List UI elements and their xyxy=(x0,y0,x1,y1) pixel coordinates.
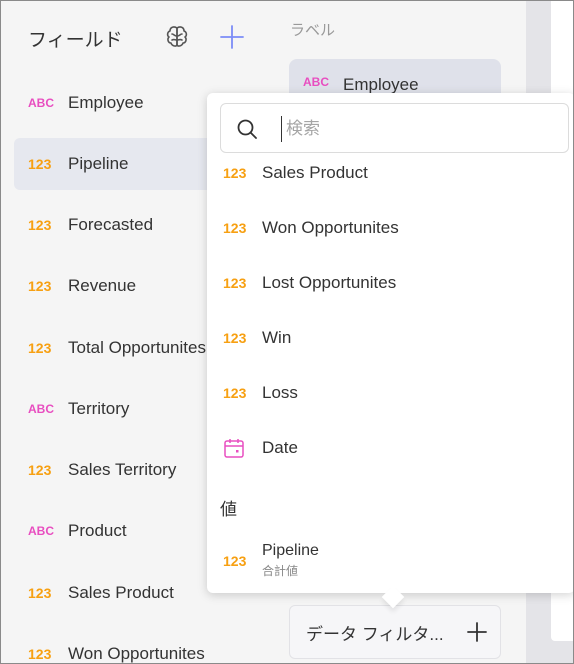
labels-title: ラベル xyxy=(290,19,335,40)
calendar-icon xyxy=(223,437,245,459)
text-type-badge: ABC xyxy=(14,96,56,110)
field-picker-popup: 123 Sales Product 123 Won Opportunites 1… xyxy=(207,93,573,593)
number-type-badge: 123 xyxy=(207,220,262,236)
popup-item-loss[interactable]: 123 Loss xyxy=(207,365,573,420)
field-label: Sales Territory xyxy=(56,460,176,480)
data-filter-label: データ フィルタ... xyxy=(290,620,460,645)
fields-header: フィールド xyxy=(1,1,276,71)
field-label: Product xyxy=(56,521,127,541)
popup-item-label: Win xyxy=(262,328,291,348)
number-type-badge: 123 xyxy=(14,156,56,172)
number-type-badge: 123 xyxy=(207,330,262,346)
plus-icon[interactable] xyxy=(466,621,488,643)
fields-title: フィールド xyxy=(28,25,123,52)
number-type-badge: 123 xyxy=(14,646,56,662)
number-type-badge: 123 xyxy=(207,553,262,569)
popup-item-label: Won Opportunites xyxy=(262,218,399,238)
text-type-badge: ABC xyxy=(14,524,56,538)
label-chip-text: Employee xyxy=(331,75,419,95)
popup-item-label: Lost Opportunites xyxy=(262,273,396,293)
number-type-badge: 123 xyxy=(207,275,262,291)
brain-icon[interactable] xyxy=(164,24,190,50)
number-type-badge: 123 xyxy=(207,385,262,401)
popup-item-date[interactable]: Date xyxy=(207,420,573,475)
data-filter-button[interactable]: データ フィルタ... xyxy=(289,605,501,659)
number-type-badge: 123 xyxy=(14,217,56,233)
field-label: Pipeline xyxy=(56,154,129,174)
popup-item-win[interactable]: 123 Win xyxy=(207,310,573,365)
search-icon xyxy=(235,117,259,141)
number-type-badge: 123 xyxy=(14,340,56,356)
value-item-pipeline[interactable]: 123 Pipeline 合計値 xyxy=(207,533,573,588)
number-type-badge: 123 xyxy=(207,165,262,181)
field-label: Revenue xyxy=(56,276,136,296)
field-label: Won Opportunites xyxy=(56,644,205,663)
number-type-badge: 123 xyxy=(14,278,56,294)
number-type-badge: 123 xyxy=(14,585,56,601)
popup-item-label: Date xyxy=(262,438,298,458)
field-item-won-opportunites[interactable]: 123 Won Opportunites xyxy=(14,628,276,663)
popup-item-label: Sales Product xyxy=(262,163,368,183)
values-section-label: 値 xyxy=(220,495,237,520)
field-label: Forecasted xyxy=(56,215,153,235)
number-type-badge: 123 xyxy=(14,462,56,478)
plus-icon[interactable] xyxy=(219,24,245,50)
popup-item-won-opportunites[interactable]: 123 Won Opportunites xyxy=(207,200,573,255)
value-item-label: Pipeline xyxy=(262,542,319,560)
text-type-badge: ABC xyxy=(14,402,56,416)
text-type-badge: ABC xyxy=(289,75,331,89)
field-label: Employee xyxy=(56,93,144,113)
popup-item-label: Loss xyxy=(262,383,298,403)
field-label: Territory xyxy=(56,399,129,419)
popup-item-sales-product[interactable]: 123 Sales Product xyxy=(207,145,573,200)
field-label: Sales Product xyxy=(56,583,174,603)
field-label: Total Opportunites xyxy=(56,338,206,358)
popup-item-lost-opportunites[interactable]: 123 Lost Opportunites xyxy=(207,255,573,310)
value-item-aggregation: 合計値 xyxy=(262,562,319,579)
value-item-texts: Pipeline 合計値 xyxy=(262,542,319,579)
search-input[interactable] xyxy=(281,116,551,142)
